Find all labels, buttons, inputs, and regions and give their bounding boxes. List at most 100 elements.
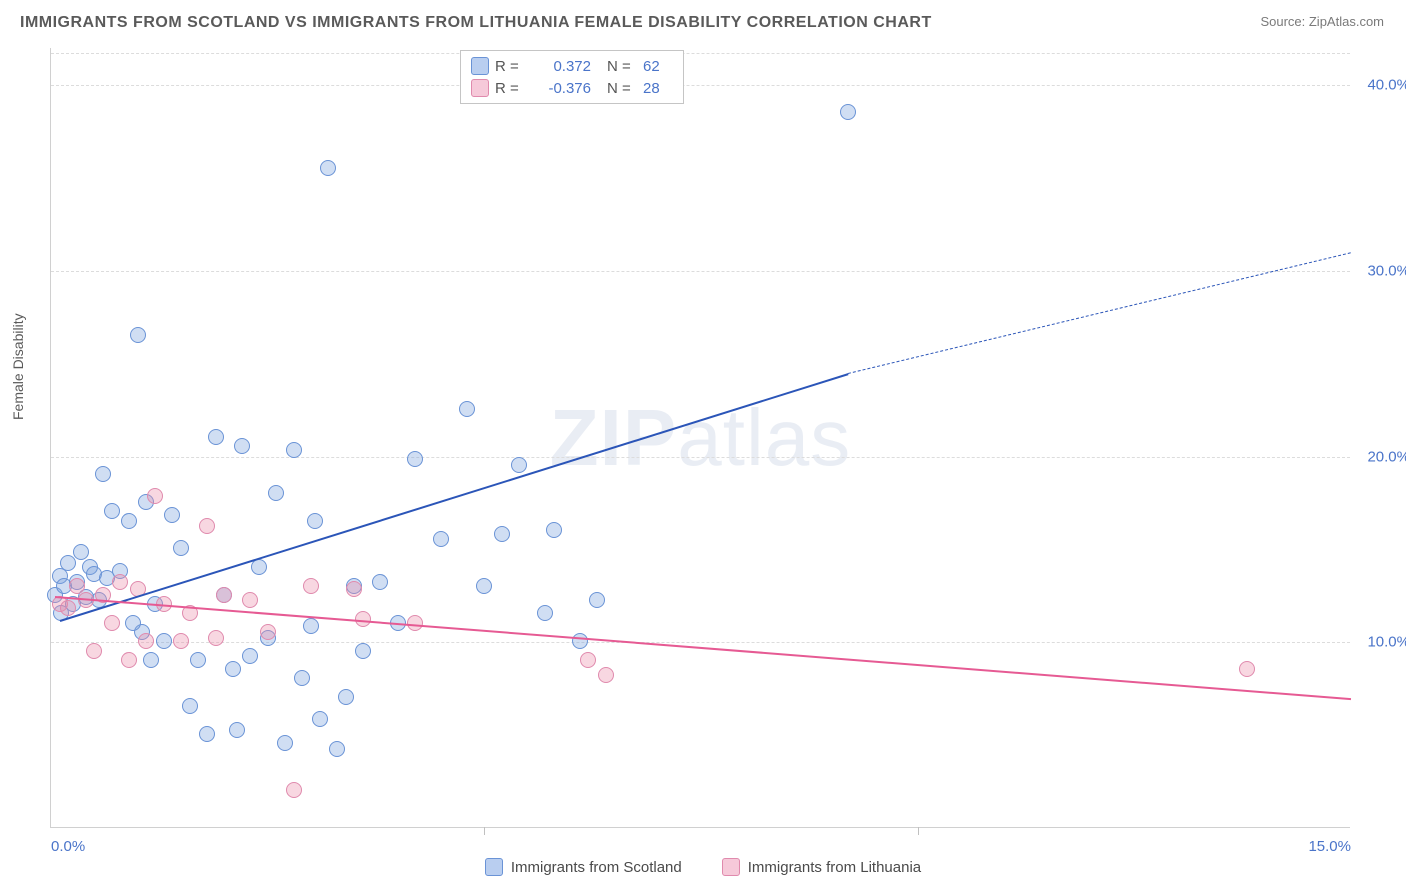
y-axis-label: Female Disability — [10, 313, 26, 420]
scatter-point — [86, 643, 102, 659]
scatter-point — [303, 578, 319, 594]
scatter-point — [104, 503, 120, 519]
legend-swatch — [722, 858, 740, 876]
scatter-point — [130, 327, 146, 343]
scatter-point — [216, 587, 232, 603]
scatter-point — [598, 667, 614, 683]
legend-row: R = 0.372 N = 62 — [471, 55, 673, 77]
scatter-point — [242, 592, 258, 608]
legend-n-value: 28 — [643, 80, 673, 97]
scatter-point — [164, 507, 180, 523]
legend-n-label: N = — [607, 58, 637, 75]
x-tick — [484, 827, 485, 835]
scatter-point — [234, 438, 250, 454]
legend-item: Immigrants from Lithuania — [722, 858, 921, 876]
source-label: Source: ZipAtlas.com — [1260, 14, 1384, 29]
scatter-point — [73, 544, 89, 560]
scatter-point — [572, 633, 588, 649]
scatter-point — [407, 615, 423, 631]
scatter-point — [286, 782, 302, 798]
scatter-point — [138, 633, 154, 649]
watermark: ZIPatlas — [550, 392, 851, 484]
scatter-point — [156, 633, 172, 649]
scatter-point — [286, 442, 302, 458]
x-tick-label: 15.0% — [1308, 838, 1351, 855]
scatter-point — [277, 735, 293, 751]
y-tick-label: 20.0% — [1367, 448, 1406, 465]
y-tick-label: 10.0% — [1367, 634, 1406, 651]
scatter-point — [407, 451, 423, 467]
scatter-point — [147, 488, 163, 504]
scatter-point — [242, 648, 258, 664]
y-tick-label: 30.0% — [1367, 262, 1406, 279]
legend-n-value: 62 — [643, 58, 673, 75]
scatter-point — [60, 555, 76, 571]
y-tick-label: 40.0% — [1367, 77, 1406, 94]
chart-title: IMMIGRANTS FROM SCOTLAND VS IMMIGRANTS F… — [20, 14, 932, 32]
scatter-point — [225, 661, 241, 677]
scatter-point — [199, 726, 215, 742]
legend-row: R = -0.376 N = 28 — [471, 77, 673, 99]
scatter-point — [459, 401, 475, 417]
correlation-legend: R = 0.372 N = 62 R = -0.376 N = 28 — [460, 50, 684, 104]
scatter-point — [580, 652, 596, 668]
scatter-point — [121, 652, 137, 668]
legend-r-value: 0.372 — [531, 58, 591, 75]
scatter-point — [320, 160, 336, 176]
scatter-point — [104, 615, 120, 631]
scatter-point — [229, 722, 245, 738]
scatter-point — [69, 578, 85, 594]
gridline — [51, 642, 1350, 643]
legend-item: Immigrants from Scotland — [485, 858, 682, 876]
scatter-point — [312, 711, 328, 727]
gridline — [51, 85, 1350, 86]
scatter-point — [208, 429, 224, 445]
scatter-point — [268, 485, 284, 501]
x-tick-label: 0.0% — [51, 838, 85, 855]
scatter-point — [303, 618, 319, 634]
scatter-point — [494, 526, 510, 542]
legend-swatch — [471, 57, 489, 75]
scatter-point — [260, 624, 276, 640]
scatter-point — [173, 633, 189, 649]
legend-label: Immigrants from Lithuania — [748, 859, 921, 876]
scatter-point — [589, 592, 605, 608]
scatter-point — [143, 652, 159, 668]
scatter-point — [60, 600, 76, 616]
legend-n-label: N = — [607, 80, 637, 97]
trend-line — [59, 373, 848, 622]
scatter-point — [112, 574, 128, 590]
scatter-point — [329, 741, 345, 757]
scatter-point — [294, 670, 310, 686]
scatter-point — [190, 652, 206, 668]
scatter-point — [546, 522, 562, 538]
scatter-point — [537, 605, 553, 621]
scatter-point — [433, 531, 449, 547]
scatter-point — [346, 581, 362, 597]
legend-r-value: -0.376 — [531, 80, 591, 97]
gridline — [51, 53, 1350, 54]
scatter-point — [208, 630, 224, 646]
scatter-point — [338, 689, 354, 705]
scatter-point — [372, 574, 388, 590]
legend-swatch — [485, 858, 503, 876]
legend-r-label: R = — [495, 80, 525, 97]
scatter-point — [307, 513, 323, 529]
scatter-point — [355, 643, 371, 659]
scatter-point — [199, 518, 215, 534]
scatter-point — [125, 615, 141, 631]
scatter-point — [95, 466, 111, 482]
scatter-point — [1239, 661, 1255, 677]
scatter-point — [476, 578, 492, 594]
legend-r-label: R = — [495, 58, 525, 75]
legend-label: Immigrants from Scotland — [511, 859, 682, 876]
x-tick — [918, 827, 919, 835]
gridline — [51, 457, 1350, 458]
chart-plot-area: ZIPatlas 10.0%20.0%30.0%40.0%0.0%15.0% — [50, 48, 1350, 828]
scatter-point — [173, 540, 189, 556]
scatter-point — [182, 698, 198, 714]
series-legend: Immigrants from Scotland Immigrants from … — [0, 858, 1406, 876]
scatter-point — [840, 104, 856, 120]
scatter-point — [511, 457, 527, 473]
gridline — [51, 271, 1350, 272]
